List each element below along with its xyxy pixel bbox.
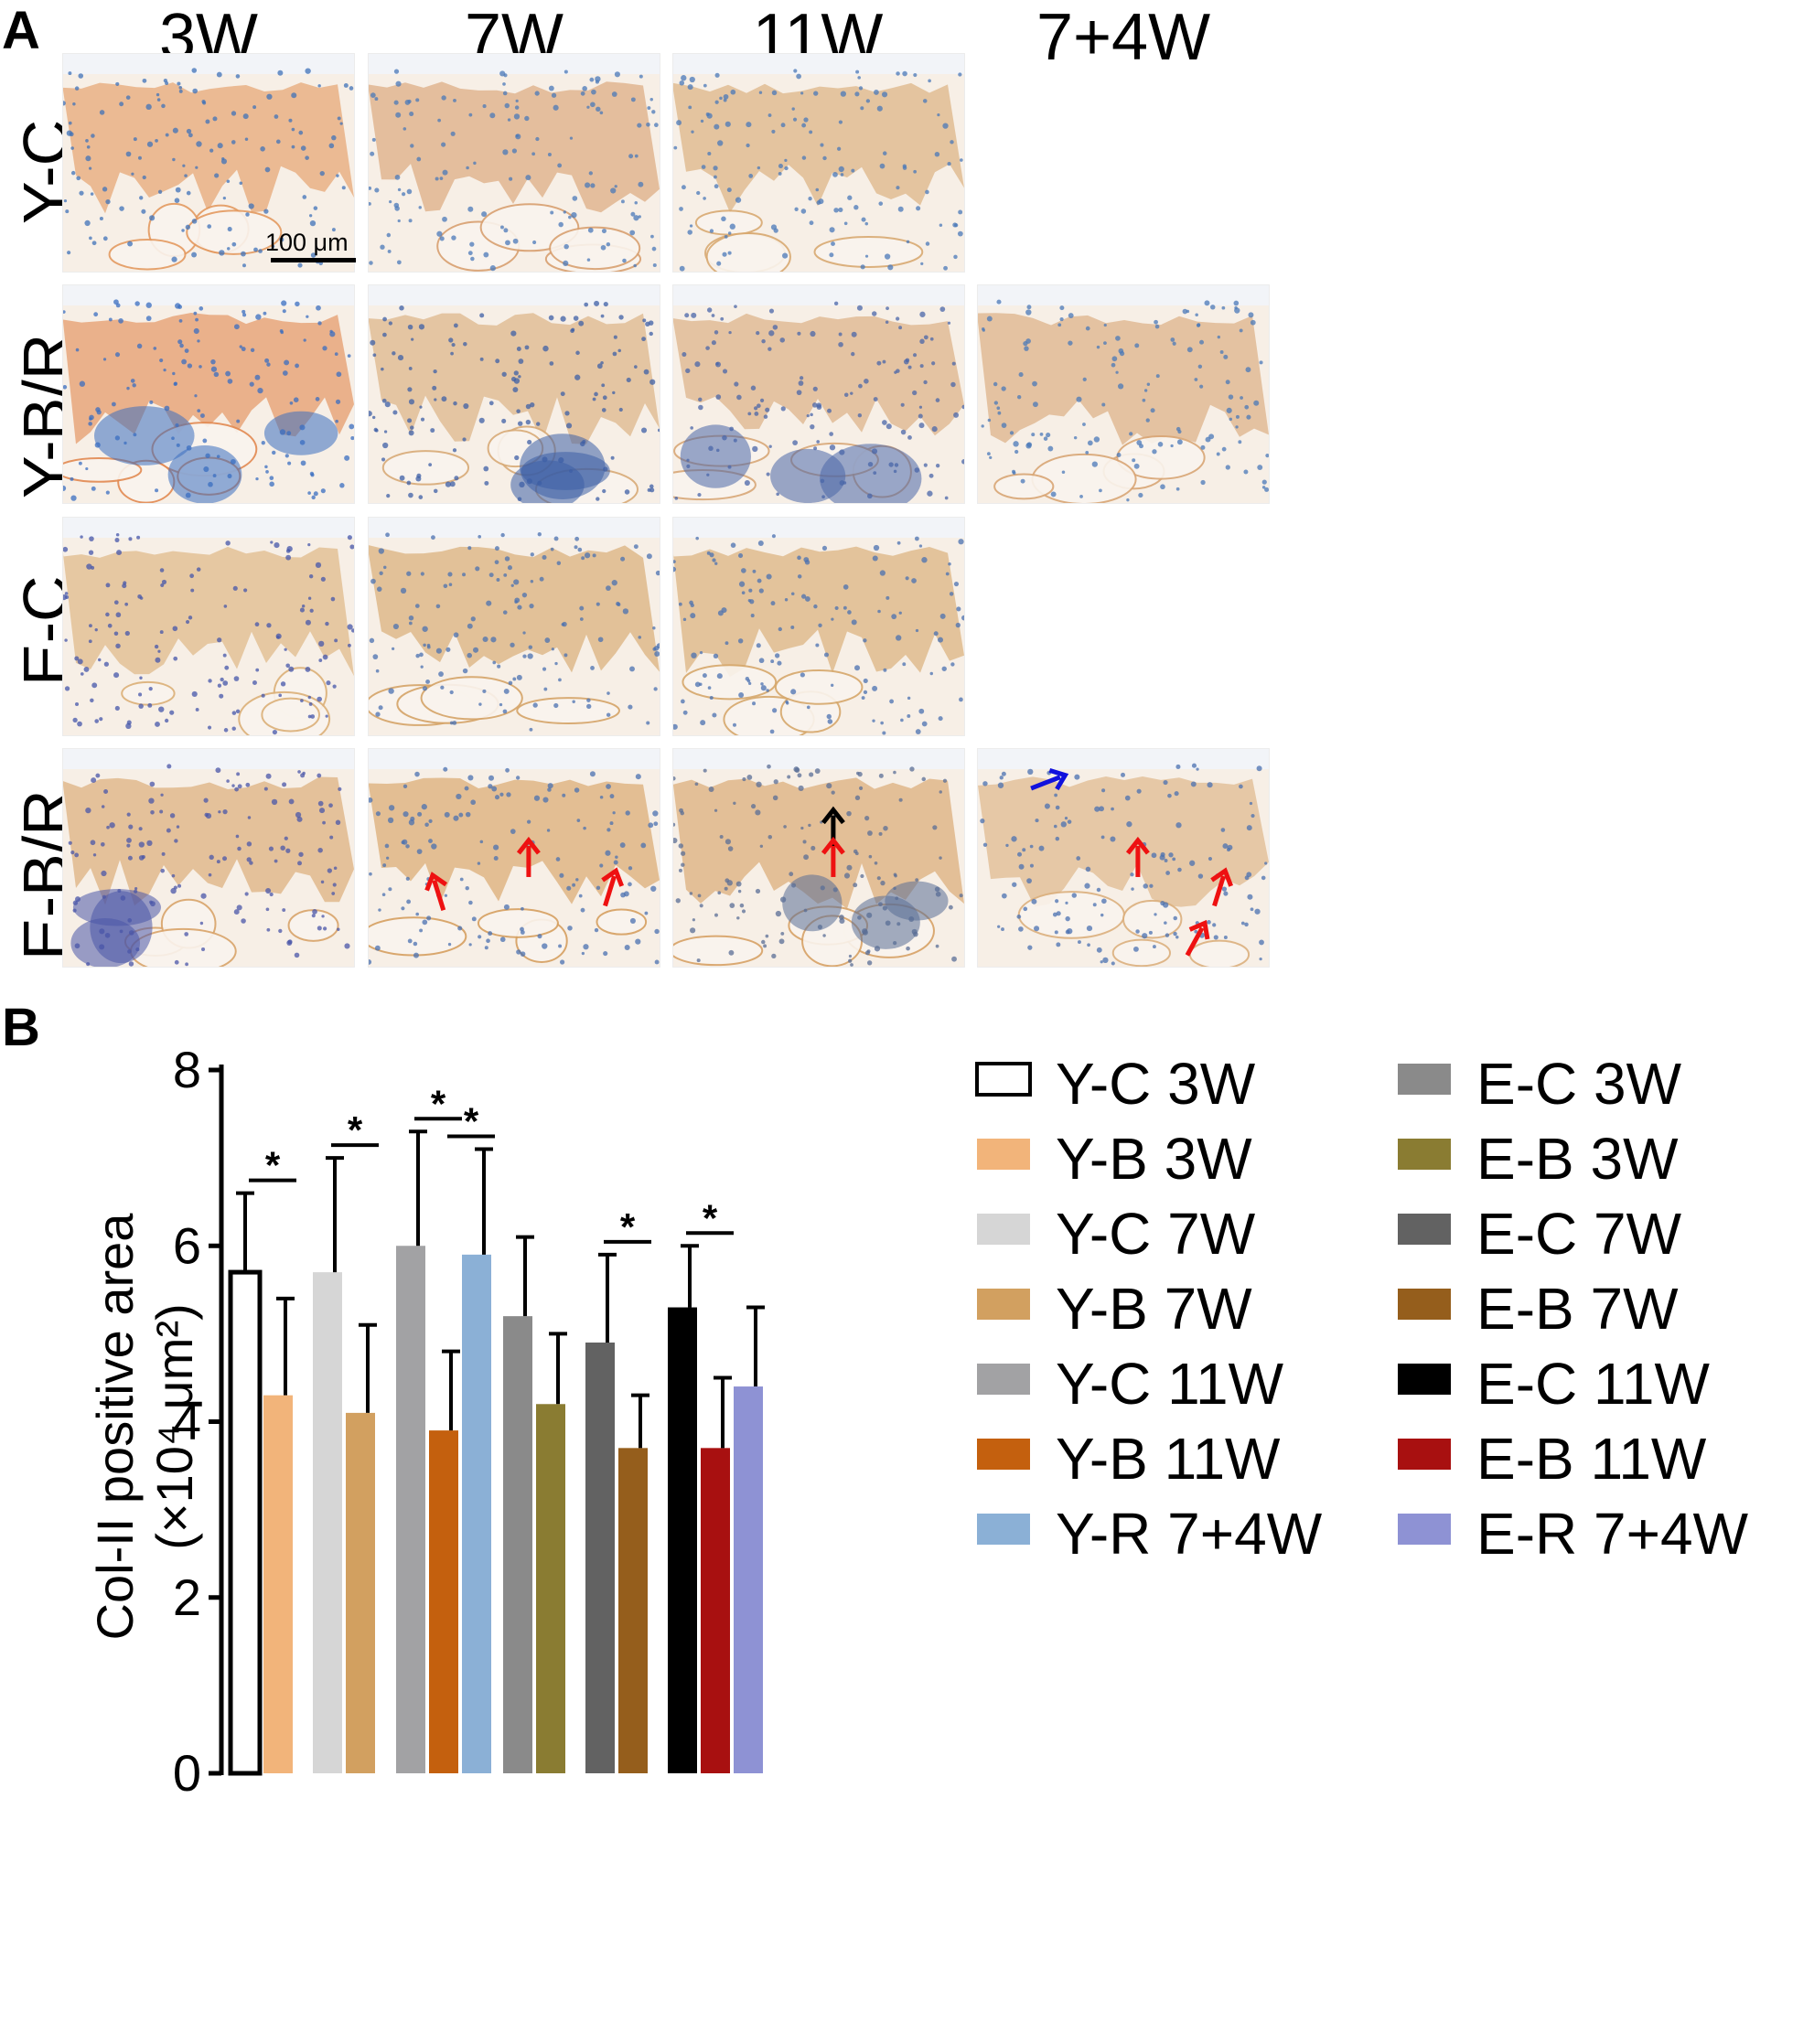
y-tick-label: 8 <box>173 1041 201 1098</box>
micrograph-y-b-r-3w <box>62 284 355 504</box>
significance-star: * <box>703 1196 718 1239</box>
legend-label: Y-B 3W <box>1056 1126 1252 1192</box>
significance-star: * <box>620 1205 636 1248</box>
legend-label: E-C 3W <box>1476 1051 1682 1117</box>
legend-label: E-C 7W <box>1476 1201 1682 1267</box>
red-arrow <box>1185 919 1210 957</box>
bar-y-b-7w <box>346 1412 375 1773</box>
micrograph-e-b-r-11w <box>672 748 965 968</box>
legend-swatch <box>1398 1364 1451 1395</box>
micrograph-e-b-r-3w <box>62 748 355 968</box>
red-arrow <box>601 867 625 907</box>
legend-swatch <box>1398 1064 1451 1095</box>
bar-e-c-7w <box>585 1342 615 1773</box>
legend-swatch <box>975 1062 1032 1097</box>
bar-y-r-7-4w <box>462 1254 491 1773</box>
bar-e-c-11w <box>668 1307 697 1773</box>
bar-e-r-7-4w <box>734 1386 763 1773</box>
y-tick-label: 6 <box>173 1216 201 1274</box>
significance-star: * <box>431 1082 446 1125</box>
micrograph-y-b-r-11w <box>672 284 965 504</box>
legend-swatch <box>977 1214 1030 1245</box>
panel-a-label: A <box>2 1 40 60</box>
micrograph-e-c-7w <box>368 517 660 736</box>
significance-star: * <box>464 1100 479 1143</box>
scale-bar: 100 μm <box>265 229 362 265</box>
legend-label: E-B 3W <box>1476 1126 1679 1192</box>
column-header-7-4w: 7+4W <box>1036 1 1211 74</box>
micrograph-y-b-r-7w <box>368 284 660 504</box>
significance-star: * <box>265 1144 281 1187</box>
micrograph-e-b-r-7w <box>368 748 660 968</box>
legend-label: E-R 7+4W <box>1476 1501 1749 1567</box>
blue-arrow <box>1030 767 1069 791</box>
legend-label: Y-C 7W <box>1056 1201 1256 1267</box>
legend-label: Y-B 7W <box>1056 1276 1252 1342</box>
micrograph-e-b-r-7-4w <box>977 748 1270 968</box>
red-arrow <box>424 872 448 911</box>
legend-label: Y-C 3W <box>1056 1051 1256 1117</box>
legend-swatch <box>977 1514 1030 1545</box>
bar-y-c-3w <box>228 1269 263 1776</box>
y-tick-label: 0 <box>173 1744 201 1802</box>
y-axis-unit: (×10⁴ μm²) <box>145 1303 203 1549</box>
red-arrow <box>516 836 541 877</box>
legend-swatch <box>1398 1514 1451 1545</box>
y-tick-label: 4 <box>173 1393 201 1450</box>
bar-e-b-11w <box>701 1448 730 1773</box>
bar-y-c-7w <box>313 1272 342 1773</box>
red-arrow <box>821 836 845 877</box>
legend-label: Y-B 11W <box>1056 1426 1281 1492</box>
legend-swatch <box>1398 1439 1451 1470</box>
legend-swatch <box>977 1139 1030 1170</box>
legend-label: E-B 11W <box>1476 1426 1707 1492</box>
bar-e-c-3w <box>503 1316 532 1773</box>
red-arrow <box>1125 836 1150 877</box>
bar-e-b-7w <box>618 1448 648 1773</box>
legend-label: Y-C 11W <box>1056 1351 1284 1417</box>
y-axis-title: Col-II positive area <box>86 1213 144 1641</box>
legend-swatch <box>977 1289 1030 1320</box>
legend-swatch <box>977 1364 1030 1395</box>
bar-y-c-11w <box>396 1246 425 1773</box>
micrograph-y-b-r-7-4w <box>977 284 1270 504</box>
legend-label: E-B 7W <box>1476 1276 1679 1342</box>
legend-swatch <box>1398 1214 1451 1245</box>
scale-bar-label: 100 μm <box>265 229 349 256</box>
legend-swatch <box>1398 1139 1451 1170</box>
bar-e-b-3w <box>536 1404 565 1773</box>
micrograph-e-c-11w <box>672 517 965 736</box>
bar-y-b-3w <box>263 1395 293 1773</box>
micrograph-e-c-3w <box>62 517 355 736</box>
panel-b-label: B <box>2 998 40 1057</box>
micrograph-y-c-3w <box>62 53 355 273</box>
y-tick-label: 2 <box>173 1568 201 1626</box>
micrograph-y-c-11w <box>672 53 965 273</box>
micrograph-y-c-7w <box>368 53 660 273</box>
legend-label: E-C 11W <box>1476 1351 1710 1417</box>
red-arrow <box>1210 867 1234 907</box>
legend-swatch <box>977 1439 1030 1470</box>
bar-y-b-11w <box>429 1430 458 1773</box>
scale-bar-line <box>271 258 356 262</box>
legend-label: Y-R 7+4W <box>1056 1501 1323 1567</box>
significance-star: * <box>348 1108 363 1151</box>
legend-swatch <box>1398 1289 1451 1320</box>
